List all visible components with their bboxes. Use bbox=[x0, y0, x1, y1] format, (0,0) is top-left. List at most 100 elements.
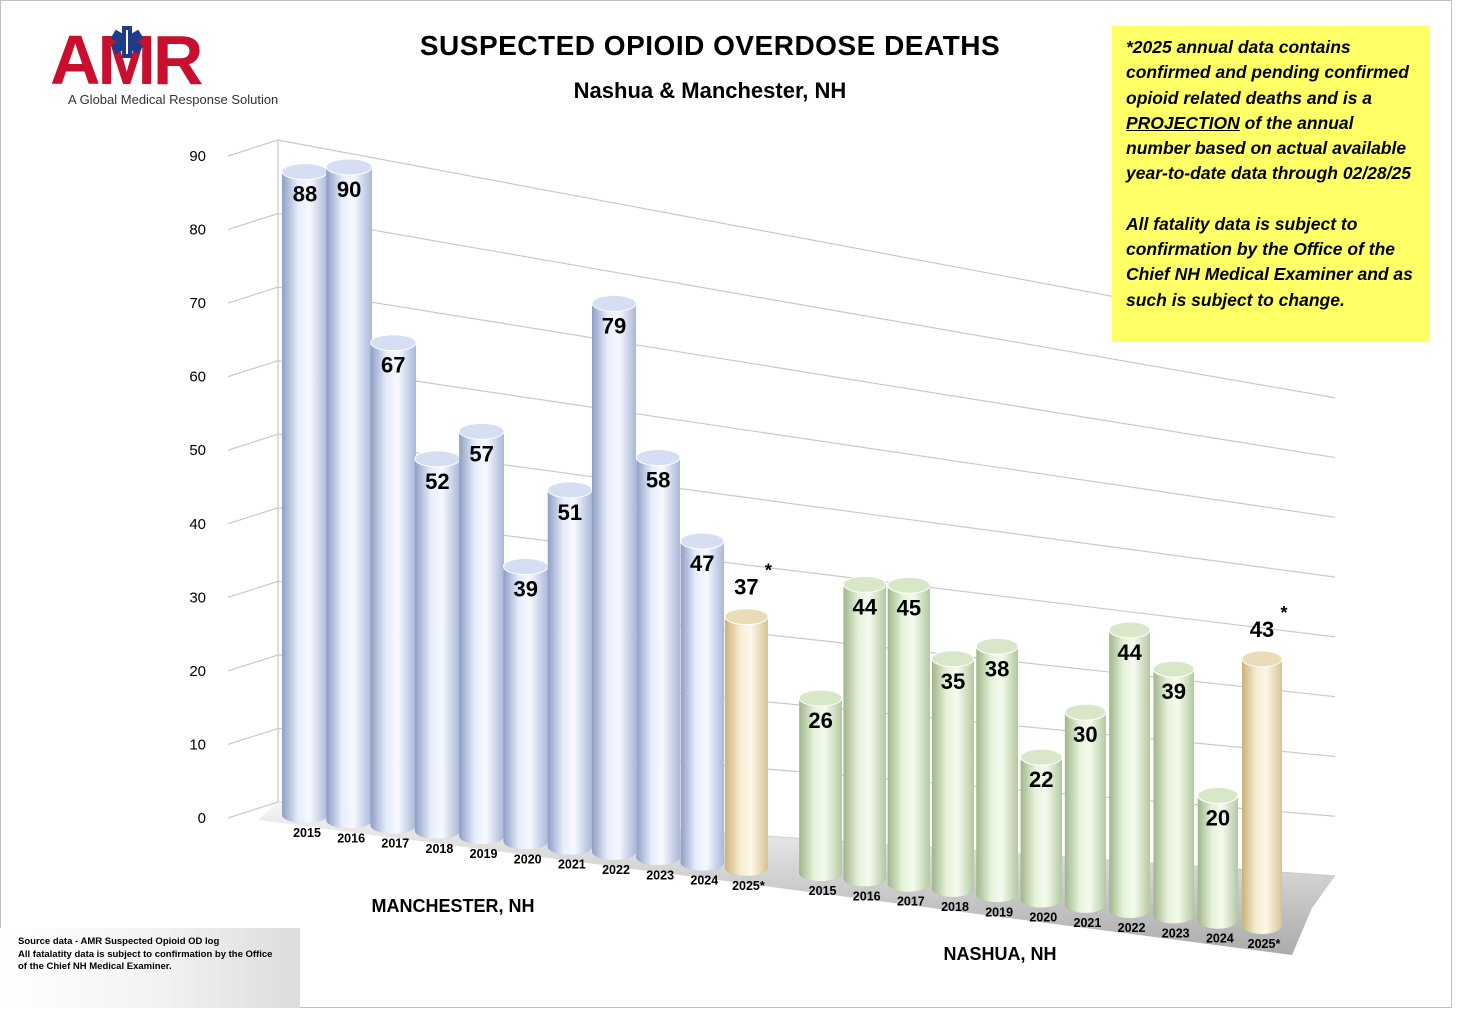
bar-base bbox=[326, 812, 372, 829]
y-axis: 0 10 20 30 40 50 60 70 80 90 bbox=[189, 148, 206, 827]
bar-base bbox=[1064, 896, 1106, 913]
source-line-1: Source data - AMR Suspected Opioid OD lo… bbox=[18, 936, 220, 947]
bar bbox=[459, 431, 504, 837]
bar bbox=[1197, 795, 1238, 921]
bar-cap bbox=[502, 558, 549, 576]
y-tick-label: 80 bbox=[189, 222, 206, 239]
source-line-2: All fatalatity data is subject to confir… bbox=[18, 948, 273, 960]
gridline-stub-10 bbox=[227, 727, 279, 746]
chart-title: SUSPECTED OPIOID OVERDOSE DEATHS bbox=[419, 30, 1001, 61]
gridline-stub-90 bbox=[227, 139, 279, 157]
x-tick-label: 2016 bbox=[853, 889, 881, 903]
bar-cap bbox=[931, 650, 975, 668]
bar-base bbox=[636, 849, 681, 866]
x-tick-label: 2024 bbox=[690, 874, 718, 888]
bar bbox=[1153, 669, 1194, 916]
x-tick-labels: 2015 2016 2017 2018 2019 2020 2021 2022 2023 2024… bbox=[293, 826, 1280, 951]
bar bbox=[976, 646, 1018, 895]
bar-cap bbox=[325, 158, 373, 176]
bar-cap bbox=[1197, 786, 1239, 804]
bar-cap bbox=[887, 576, 931, 594]
x-tick-label: 2020 bbox=[514, 852, 542, 866]
bar bbox=[1064, 712, 1106, 905]
gridline-stub-80 bbox=[227, 212, 279, 231]
projection-asterisk: * bbox=[1280, 603, 1287, 623]
bar-base bbox=[282, 807, 328, 823]
bar bbox=[414, 458, 460, 831]
bar bbox=[1109, 629, 1150, 911]
bar-cap bbox=[635, 449, 681, 467]
bar-base bbox=[547, 838, 592, 855]
amr-logo: AMR bbox=[50, 22, 206, 99]
gridline-stub-20 bbox=[227, 654, 279, 672]
bar-cap bbox=[1152, 660, 1195, 678]
y-tick-label: 70 bbox=[189, 295, 206, 312]
x-tick-label: 2022 bbox=[1118, 921, 1146, 935]
bar-base bbox=[592, 844, 636, 860]
data-label: 67 bbox=[381, 353, 405, 378]
data-label: 90 bbox=[337, 177, 361, 202]
gridline-stub-40 bbox=[227, 507, 279, 525]
y-tick-label: 40 bbox=[189, 516, 206, 533]
x-tick-label: 2016 bbox=[337, 831, 365, 845]
bar-cap bbox=[724, 608, 769, 626]
bar bbox=[370, 342, 416, 826]
x-tick-label: 2019 bbox=[470, 847, 498, 861]
data-label: 79 bbox=[602, 313, 626, 338]
x-tick-label: 2017 bbox=[381, 837, 409, 851]
x-tick-label: 2023 bbox=[1162, 926, 1190, 940]
bar bbox=[1020, 757, 1062, 900]
data-label: 44 bbox=[852, 594, 877, 619]
bar-base bbox=[370, 817, 416, 834]
source-line-3: of the Chief NH Medical Examiner. bbox=[18, 961, 172, 972]
projection-asterisk: * bbox=[765, 561, 772, 581]
note-text-b: All fatality data is subject to confirma… bbox=[1126, 213, 1413, 310]
gridline-stub-50 bbox=[227, 433, 279, 451]
bar bbox=[282, 171, 328, 816]
bar bbox=[636, 457, 680, 858]
bar bbox=[843, 584, 886, 879]
data-label: 52 bbox=[425, 469, 449, 494]
note-emphasis: PROJECTION bbox=[1126, 112, 1240, 133]
bar-cap bbox=[547, 481, 593, 499]
gridline-60 bbox=[277, 360, 1336, 518]
bar-base bbox=[1242, 918, 1282, 934]
data-label: 43 bbox=[1250, 617, 1274, 642]
gridline-stub-30 bbox=[227, 580, 279, 598]
bar-base bbox=[414, 822, 460, 839]
y-tick-label: 90 bbox=[189, 148, 206, 165]
bar-cap bbox=[1064, 703, 1107, 721]
x-tick-label: 2025* bbox=[732, 879, 765, 893]
data-label: 44 bbox=[1117, 640, 1142, 665]
bar-base bbox=[459, 828, 505, 845]
x-tick-label: 2018 bbox=[941, 900, 969, 914]
bar-cap bbox=[591, 294, 637, 312]
data-label: 38 bbox=[985, 656, 1009, 681]
data-label: 20 bbox=[1206, 805, 1230, 830]
bar bbox=[724, 616, 768, 868]
bar-cap bbox=[842, 575, 887, 593]
note-text-a: *2025 annual data contains confirmed and… bbox=[1126, 37, 1409, 108]
bar-cap bbox=[975, 637, 1019, 655]
logo-tagline: A Global Medical Response Solution bbox=[68, 92, 279, 107]
bar-base bbox=[1197, 912, 1239, 929]
bar-cap bbox=[370, 334, 417, 352]
data-label: 88 bbox=[293, 182, 317, 207]
bar bbox=[887, 585, 930, 884]
data-label: 51 bbox=[558, 500, 582, 525]
x-tick-label: 2015 bbox=[293, 826, 321, 840]
bar-base bbox=[503, 833, 548, 850]
data-label: 58 bbox=[646, 468, 670, 493]
data-label: 22 bbox=[1029, 767, 1053, 792]
x-tick-label: 2015 bbox=[809, 884, 837, 898]
x-tick-label: 2018 bbox=[426, 842, 454, 856]
bar bbox=[547, 489, 592, 847]
bars bbox=[281, 158, 1283, 934]
bar-base bbox=[1153, 907, 1194, 924]
gridline-70 bbox=[277, 286, 1336, 459]
x-tick-label: 2021 bbox=[558, 858, 586, 872]
bar-base bbox=[976, 886, 1019, 903]
source-note: Source data - AMR Suspected Opioid OD lo… bbox=[0, 928, 300, 1008]
x-tick-label: 2019 bbox=[985, 905, 1013, 919]
chart-subtitle: Nashua & Manchester, NH bbox=[573, 78, 847, 103]
